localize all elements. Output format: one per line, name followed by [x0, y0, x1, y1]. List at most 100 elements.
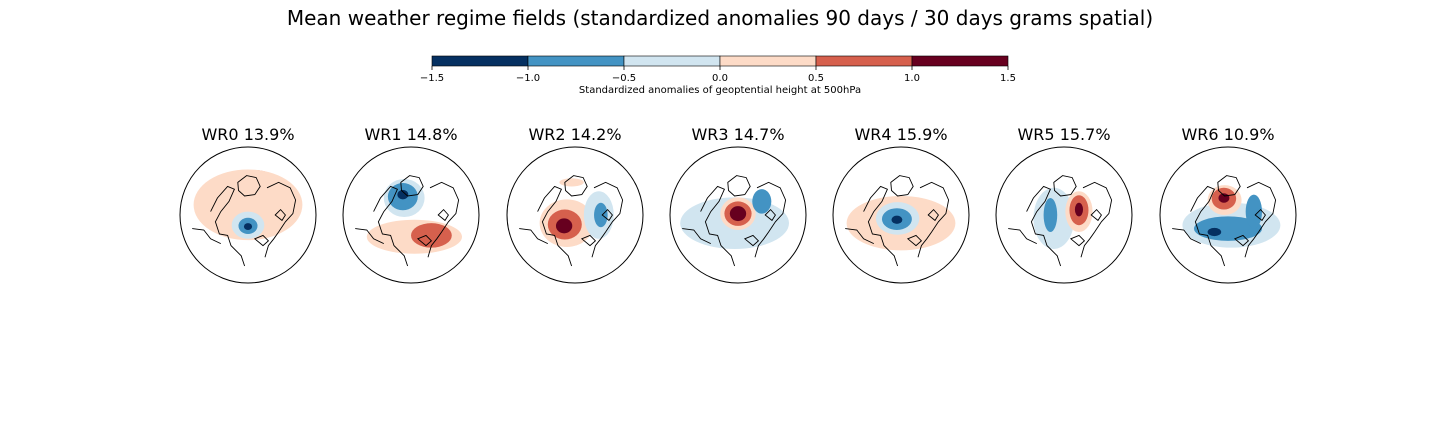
regime-title: WR2 14.2%: [528, 125, 622, 144]
polar-map: [669, 146, 807, 284]
regime-title: WR6 10.9%: [1181, 125, 1275, 144]
positive-anomaly-contour: [193, 169, 303, 241]
coastline: [682, 228, 711, 245]
colorbar-tick-label: −1.0: [516, 73, 540, 84]
coastline: [845, 228, 874, 245]
coastline: [373, 185, 409, 267]
map-boundary: [179, 146, 317, 284]
anomaly-field: [1033, 187, 1093, 249]
coastline: [917, 181, 950, 258]
coastline: [519, 228, 548, 245]
colorbar: −1.5 −1.0 −0.5 0.0 0.5 1.0 1.5 Standardized an…: [420, 55, 1016, 96]
colorbar-tick-label: 1.0: [904, 73, 920, 84]
negative-anomaly-contour: [891, 215, 903, 224]
positive-anomaly-contour: [411, 223, 452, 248]
polar-map: [995, 146, 1133, 284]
colorbar-swatches: [431, 55, 1009, 67]
figure-title: Mean weather regime fields (standardized…: [286, 6, 1154, 30]
coastline: [1233, 234, 1250, 247]
regime-panel-wr1: WR1 14.8%: [329, 120, 493, 290]
coastline: [890, 175, 914, 197]
coastline: [927, 208, 939, 222]
positive-anomaly-contour: [1218, 193, 1230, 203]
negative-anomaly-contour: [243, 223, 253, 230]
positive-anomaly-contour: [559, 178, 584, 187]
coastlines: [519, 175, 624, 267]
coastline: [1053, 175, 1077, 197]
coastline: [1172, 228, 1201, 245]
coastline: [1217, 175, 1241, 197]
coastline: [437, 208, 449, 222]
regime-title: WR0 13.9%: [201, 125, 295, 144]
colorbar-swatch: [527, 55, 625, 67]
colorbar-tick-label: 0.5: [808, 73, 824, 84]
negative-anomaly-contour: [1207, 227, 1222, 237]
colorbar-tick-label: −1.5: [420, 73, 444, 84]
coastline: [727, 175, 751, 197]
anomaly-field: [366, 178, 462, 254]
coastlines: [845, 175, 950, 267]
coastline: [237, 175, 261, 197]
coastlines: [192, 175, 297, 267]
coastline: [754, 181, 787, 258]
map-boundary: [995, 146, 1133, 284]
polar-map: [179, 146, 317, 284]
regime-title: WR3 14.7%: [691, 125, 785, 144]
coastline: [537, 185, 573, 267]
coastline: [264, 181, 297, 258]
coastline: [580, 234, 597, 247]
coastline: [1090, 208, 1102, 222]
coastline: [416, 234, 433, 247]
colorbar-swatch: [431, 55, 529, 67]
colorbar-tick-label: 1.5: [1000, 73, 1016, 84]
polar-map: [342, 146, 480, 284]
regime-panel-wr0: WR0 13.9%: [166, 120, 330, 290]
map-boundary: [506, 146, 644, 284]
coastlines: [1008, 175, 1113, 267]
map-boundary: [1159, 146, 1297, 284]
negative-anomaly-contour: [594, 202, 608, 228]
positive-anomaly-contour: [1074, 202, 1084, 217]
coastline: [427, 181, 460, 258]
coastline: [400, 175, 424, 197]
negative-anomaly-contour: [397, 189, 409, 200]
colorbar-label: Standardized anomalies of geoptential he…: [579, 85, 861, 96]
coastline: [355, 228, 384, 245]
coastline: [192, 228, 221, 245]
regime-panels: WR0 13.9% WR1 14.8% WR2 14.2% WR3 14.7% WR4 …: [0, 120, 1440, 290]
regime-panel-wr3: WR3 14.7%: [656, 120, 820, 290]
polar-map: [832, 146, 970, 284]
positive-anomaly-contour: [555, 218, 573, 234]
coastline: [1080, 181, 1113, 258]
coastline: [210, 185, 246, 267]
coastline: [906, 234, 923, 247]
negative-anomaly-contour: [752, 189, 772, 214]
colorbar-swatch: [911, 55, 1009, 67]
coastline: [863, 185, 899, 267]
colorbar-swatch: [623, 55, 721, 67]
coastline: [1254, 208, 1266, 222]
coastline: [564, 175, 588, 197]
anomaly-field: [1182, 185, 1281, 248]
coastline: [700, 185, 736, 267]
regime-title: WR5 15.7%: [1017, 125, 1111, 144]
regime-panel-wr4: WR4 15.9%: [819, 120, 983, 290]
coastline: [1190, 185, 1226, 267]
negative-anomaly-contour: [1043, 198, 1058, 232]
coastline: [601, 208, 613, 222]
polar-map: [506, 146, 644, 284]
regime-title: WR4 15.9%: [854, 125, 948, 144]
map-boundary: [342, 146, 480, 284]
coastline: [743, 234, 760, 247]
regime-panel-wr6: WR6 10.9%: [1146, 120, 1310, 290]
map-boundary: [832, 146, 970, 284]
coastline: [274, 208, 286, 222]
coastline: [1026, 185, 1062, 267]
positive-anomaly-contour: [729, 206, 747, 222]
regime-panel-wr2: WR2 14.2%: [493, 120, 657, 290]
regime-panel-wr5: WR5 15.7%: [982, 120, 1146, 290]
coastline: [1008, 228, 1037, 245]
coastlines: [682, 175, 787, 267]
colorbar-ticks: −1.5 −1.0 −0.5 0.0 0.5 1.0 1.5: [420, 66, 1016, 84]
colorbar-tick-label: −0.5: [612, 73, 636, 84]
